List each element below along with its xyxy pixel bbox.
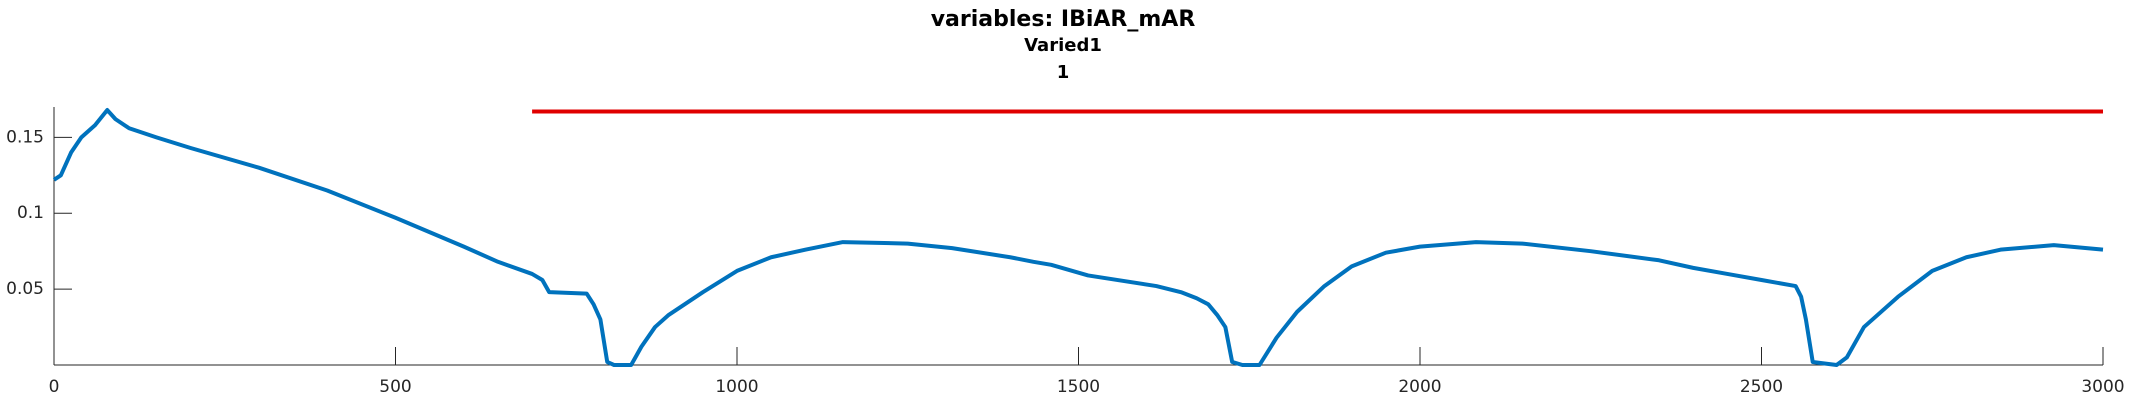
x-tick-label: 0 xyxy=(49,377,60,397)
chart-subtitle: 1 xyxy=(1057,62,1070,83)
x-tick-label: 2000 xyxy=(1398,377,1441,397)
x-tick-label: 1500 xyxy=(1057,377,1100,397)
y-tick-label: 0.05 xyxy=(6,279,44,299)
x-tick-label: 500 xyxy=(379,377,411,397)
x-tick-label: 2500 xyxy=(1740,377,1783,397)
data-line xyxy=(52,108,2104,367)
y-tick-label: 0.15 xyxy=(6,127,44,147)
y-tick-label: 0.1 xyxy=(17,203,44,223)
chart-subtitle: Varied1 xyxy=(1024,35,1102,56)
x-tick-label: 1000 xyxy=(715,377,758,397)
chart-title: variables: IBiAR_mAR xyxy=(931,7,1196,32)
x-tick-label: 3000 xyxy=(2081,377,2124,397)
